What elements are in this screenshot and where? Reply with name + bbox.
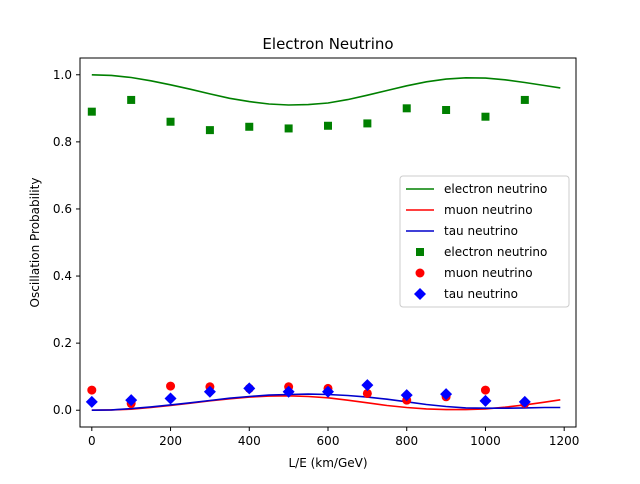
y-tick-label: 0.2 — [53, 336, 72, 350]
x-tick-label: 600 — [317, 434, 340, 448]
legend-label: muon neutrino — [444, 203, 533, 217]
y-axis-label: Oscillation Probability — [28, 178, 42, 308]
point-electron-neutrino — [442, 105, 451, 114]
point-tau-neutrino — [243, 382, 256, 395]
legend-label: electron neutrino — [444, 245, 547, 259]
point-muon-neutrino — [362, 388, 372, 398]
point-tau-neutrino — [361, 379, 374, 392]
legend-frame — [399, 175, 570, 308]
legend-marker-swatch — [415, 268, 425, 278]
x-tick-label: 400 — [238, 434, 261, 448]
point-electron-neutrino — [205, 126, 214, 135]
point-tau-neutrino — [479, 394, 492, 407]
point-tau-neutrino — [282, 385, 295, 398]
point-tau-neutrino — [400, 389, 413, 402]
point-electron-neutrino — [402, 104, 411, 113]
legend: electron neutrino muon neutrino tau neutri… — [399, 175, 570, 308]
point-muon-neutrino — [87, 385, 97, 395]
y-tick-label: 0.8 — [53, 135, 72, 149]
point-tau-neutrino — [203, 385, 216, 398]
point-electron-neutrino — [245, 122, 254, 131]
x-tick-label: 1000 — [470, 434, 501, 448]
point-electron-neutrino — [166, 117, 175, 126]
x-tick-label: 0 — [88, 434, 96, 448]
legend-label: tau neutrino — [444, 224, 518, 238]
legend-marker-swatch — [416, 248, 424, 256]
x-axis-label: L/E (km/GeV) — [288, 456, 367, 470]
y-tick-label: 0.6 — [53, 202, 72, 216]
legend-marker-swatch — [414, 288, 426, 300]
line-electron-neutrino — [91, 74, 561, 106]
y-tick-label: 1.0 — [53, 68, 72, 82]
y-tick-label: 0.4 — [53, 269, 72, 283]
point-electron-neutrino — [520, 95, 529, 104]
point-tau-neutrino — [125, 394, 138, 407]
legend-label: electron neutrino — [444, 182, 547, 196]
y-tick-label: 0.0 — [53, 403, 72, 417]
scatter-series — [85, 95, 531, 409]
point-muon-neutrino — [480, 385, 490, 395]
legend-label: tau neutrino — [444, 287, 518, 301]
point-tau-neutrino — [440, 388, 453, 401]
plot-frame — [79, 57, 577, 428]
point-electron-neutrino — [284, 124, 293, 133]
point-tau-neutrino — [518, 395, 531, 408]
x-tick-label: 200 — [159, 434, 182, 448]
point-tau-neutrino — [322, 385, 334, 398]
x-tick-label: 800 — [395, 434, 418, 448]
point-electron-neutrino — [127, 95, 136, 104]
point-electron-neutrino — [87, 107, 96, 116]
chart-title: Electron Neutrino — [262, 35, 393, 53]
axis-ticks: 0 200 400 600 800 1000 1200 0.0 0.2 0.4 0.6 0.8 1.0 — [53, 68, 580, 448]
point-electron-neutrino — [324, 121, 332, 130]
point-electron-neutrino — [363, 119, 372, 128]
x-tick-label: 1200 — [549, 434, 580, 448]
point-muon-neutrino — [166, 381, 176, 391]
point-electron-neutrino — [481, 112, 490, 121]
point-tau-neutrino — [164, 392, 177, 405]
legend-label: muon neutrino — [444, 266, 533, 280]
point-tau-neutrino — [85, 395, 98, 408]
